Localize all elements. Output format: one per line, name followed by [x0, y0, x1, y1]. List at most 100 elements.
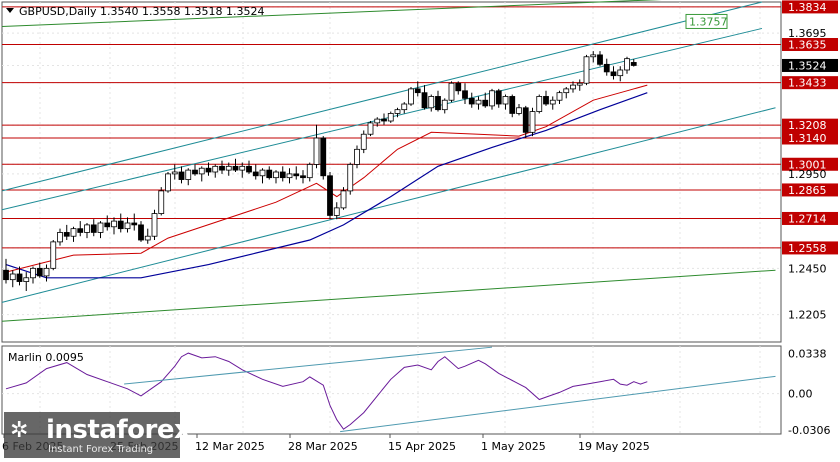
trend-channels: [1, 0, 776, 322]
candle-body: [185, 169, 192, 180]
candle-body: [124, 222, 131, 230]
candle-body: [165, 173, 171, 192]
candle-body: [630, 62, 637, 66]
candle-body: [543, 96, 549, 105]
candle-body: [610, 71, 617, 77]
candle-body: [597, 54, 603, 65]
level-price-box: [782, 131, 838, 145]
candle-body: [529, 111, 536, 133]
candle-body: [300, 175, 306, 179]
price-tick-label: 1.3695: [788, 27, 827, 40]
candle-body: [151, 213, 158, 237]
candle-body: [583, 56, 590, 84]
candle-body: [475, 99, 482, 105]
candle-body: [273, 171, 279, 179]
candle-body: [50, 241, 57, 269]
candle-body: [225, 165, 232, 171]
candle-body: [43, 267, 50, 277]
channel-lower-line: [1, 107, 776, 303]
candle-body: [489, 90, 495, 107]
time-tick-label: 28 Mar 2025: [288, 440, 358, 453]
candle-body: [441, 99, 448, 111]
price-tick-label: 1.2950: [788, 168, 827, 181]
candle-body: [495, 90, 502, 105]
candle-body: [212, 165, 219, 173]
candle-body: [252, 171, 259, 177]
channel-upper-line: [1, 1, 763, 192]
candle-body: [313, 137, 320, 165]
candle-body: [421, 92, 428, 109]
level-price-label: 1.3635: [788, 39, 827, 52]
candle-body: [408, 88, 414, 105]
candle-body: [246, 165, 252, 173]
candle-body: [340, 190, 347, 209]
indicator-label: Marlin 0.0095: [8, 351, 84, 364]
indicator-trend-lower: [340, 375, 776, 433]
main-pane-frame: [1, 1, 782, 343]
candle-body: [3, 269, 9, 281]
candle-body: [293, 173, 300, 177]
candle-body: [205, 167, 212, 173]
candle-body: [36, 267, 43, 277]
time-tick-label: 1 May 2025: [481, 440, 546, 453]
candle-body: [482, 99, 489, 107]
level-price-box: [782, 157, 838, 171]
indicator-tick-label: 0.00: [788, 388, 813, 401]
candle-body: [111, 220, 117, 228]
candle-body: [468, 97, 475, 105]
candle-body: [192, 169, 198, 175]
candle-body: [198, 167, 205, 175]
level-price-box: [782, 76, 838, 90]
level-price-label: 1.3001: [788, 158, 827, 171]
candle-body: [219, 165, 225, 171]
level-price-box: [782, 118, 838, 132]
chart-header: GBPUSD,Daily 1.3540 1.3558 1.3518 1.3524…: [6, 5, 264, 364]
candle-body: [286, 173, 293, 179]
time-tick-label: 15 Apr 2025: [388, 440, 456, 453]
marlin-indicator: [5, 346, 776, 433]
candle-body: [144, 235, 151, 241]
candles: [3, 51, 637, 291]
candle-body: [327, 175, 333, 216]
candle-body: [279, 171, 286, 179]
blue-moving-average: [5, 92, 648, 279]
candle-body: [306, 164, 313, 179]
candle-body: [333, 207, 340, 216]
candle-body: [239, 165, 246, 171]
indicator-tick-label: -0.0306: [788, 424, 830, 437]
candle-body: [549, 99, 556, 105]
logo-tagline: Instant Forex Trading: [48, 444, 154, 455]
symbol-dropdown-icon[interactable]: [6, 8, 14, 13]
candle-body: [563, 88, 570, 94]
candle-body: [63, 232, 70, 237]
current-price-box: [782, 58, 838, 72]
candle-body: [414, 88, 421, 94]
marlin-line: [5, 352, 648, 430]
candle-body: [367, 122, 374, 135]
level-price-label: 1.3208: [788, 119, 827, 132]
green-trend-upper: [1, 0, 662, 28]
candle-body: [462, 90, 468, 99]
resistance-levels: [2, 6, 781, 249]
level-price-label: 1.3140: [788, 132, 827, 145]
candle-body: [131, 222, 138, 226]
candle-body: [90, 224, 97, 233]
level-price-box: [782, 211, 838, 225]
level-price-box: [782, 38, 838, 51]
level-price-label: 1.2865: [788, 184, 827, 197]
level-price-label: 1.3834: [788, 1, 827, 14]
price-tick-label: 1.2450: [788, 262, 827, 275]
target-price-box: [685, 13, 728, 29]
instaforex-logo: ✲ instaforex Instant Forex Trading: [4, 412, 191, 458]
level-price-box: [782, 183, 838, 197]
candle-body: [347, 164, 354, 192]
candle-body: [117, 220, 124, 230]
candle-body: [435, 96, 441, 111]
level-price-label: 1.2714: [788, 212, 827, 225]
candle-body: [354, 148, 360, 165]
candle-body: [171, 171, 178, 175]
candle-body: [259, 169, 266, 177]
